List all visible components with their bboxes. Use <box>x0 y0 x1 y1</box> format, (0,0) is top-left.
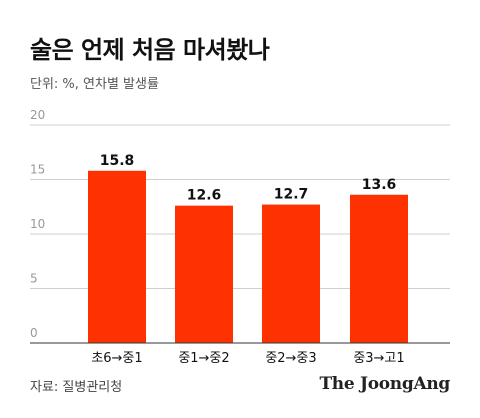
bar <box>350 194 408 343</box>
bar-value-label: 12.6 <box>187 188 222 204</box>
y-tick-label: 5 <box>30 272 38 286</box>
y-tick-label: 10 <box>30 217 45 231</box>
chart-title: 술은 언제 처음 마셔봤나 <box>30 36 270 64</box>
x-category-label: 초6→중1 <box>91 351 142 366</box>
bar <box>175 205 233 343</box>
y-tick-label: 0 <box>30 326 38 340</box>
x-category-label: 중1→중2 <box>178 351 229 366</box>
chart-subtitle: 단위: %, 연차별 발생률 <box>30 77 159 92</box>
y-tick-label: 20 <box>30 108 45 122</box>
bar-value-label: 12.7 <box>274 187 309 203</box>
bar-value-label: 13.6 <box>362 177 397 193</box>
x-category-label: 중2→중3 <box>265 351 316 366</box>
y-tick-label: 15 <box>30 163 45 177</box>
x-category-label: 중3→고1 <box>353 351 404 366</box>
bar <box>88 170 146 343</box>
publisher-logo: The JoongAng <box>319 374 450 394</box>
bar-value-label: 15.8 <box>100 153 135 169</box>
bar <box>262 204 320 343</box>
source-note: 자료: 질병관리청 <box>30 380 123 395</box>
